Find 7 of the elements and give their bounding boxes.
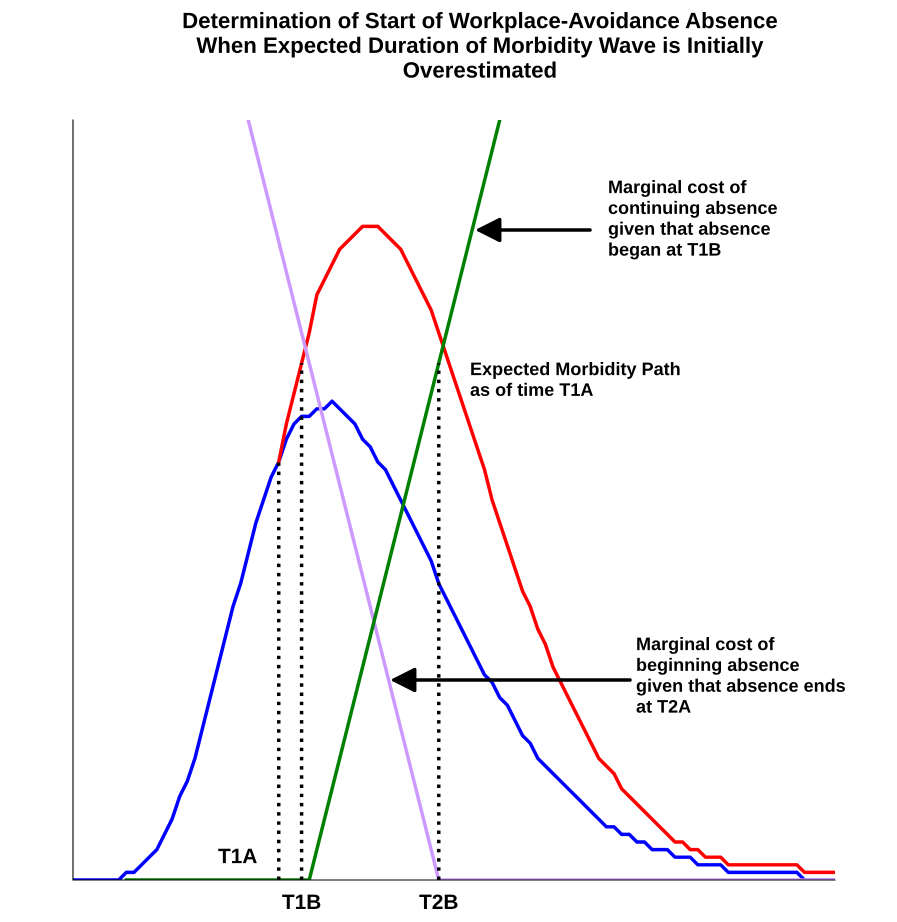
x-tick-label: T1B bbox=[282, 894, 320, 909]
chart-title: Determination of Start of Workplace-Avoidance Absence When Expected Duration of Morbidity Wave is Initially Overestimated bbox=[184, 12, 777, 78]
annotation: Marginal cost of continuing absence given that absence began at T1B bbox=[608, 180, 777, 260]
annotation: Expected Morbidity Path as of time T1A bbox=[470, 362, 680, 396]
x-tick-label: T2B bbox=[419, 894, 458, 909]
annotation: Marginal cost of beginning absence given that absence ends at T2A bbox=[636, 637, 845, 713]
annotation: T1A bbox=[218, 848, 257, 864]
